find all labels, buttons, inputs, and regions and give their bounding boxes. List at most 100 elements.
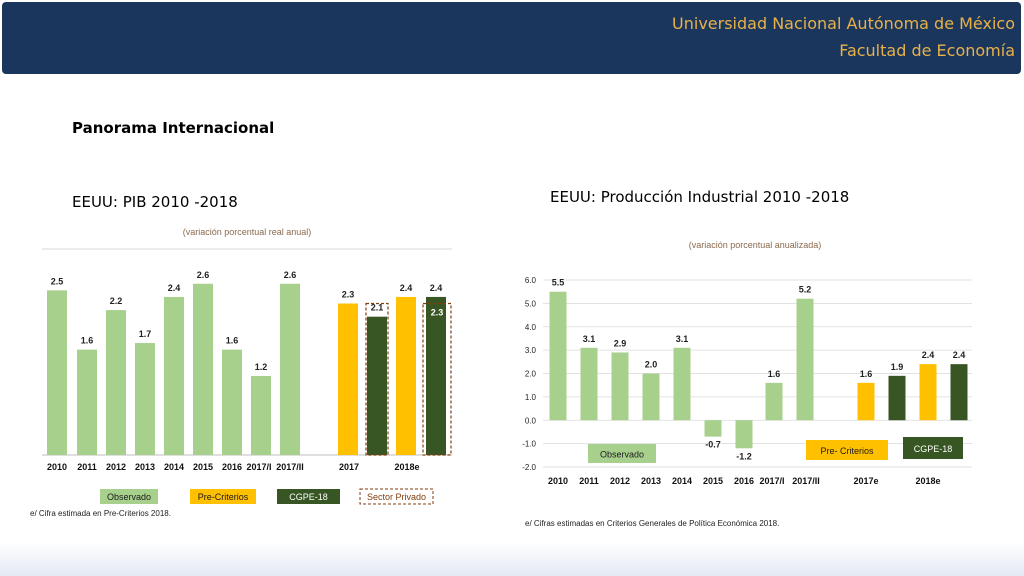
chart2-bar-observado-2015 xyxy=(704,420,722,437)
chart1-legend-observado: Observado xyxy=(107,492,151,502)
chart2-xtick-2017-i: 2017/I xyxy=(759,476,784,486)
chart1-label-2010: 2.5 xyxy=(51,276,64,286)
chart1-legend-swatch-sector-privado xyxy=(359,488,434,505)
chart2-legend-cgpe-18: CGPE-18 xyxy=(914,444,953,454)
chart2-xtick-2010: 2010 xyxy=(548,476,568,486)
chart2-label-cgpe-2017e: 1.9 xyxy=(891,362,904,372)
chart2-legend-swatch-observado xyxy=(588,444,656,463)
chart1-label-2017-ii: 2.6 xyxy=(284,270,297,280)
chart1-bar-observado-2014 xyxy=(164,296,184,455)
faculty-name: Facultad de Economía xyxy=(839,41,1015,60)
chart1-label-2016: 1.6 xyxy=(226,336,239,346)
chart2-bar-observado-2014 xyxy=(673,347,691,421)
chart2-label-pre-criterios-2018e: 2.4 xyxy=(922,350,935,360)
chart2-ytick-2-0: 2.0 xyxy=(525,370,537,379)
chart1-legend-sector-privado: Sector Privado xyxy=(367,492,426,502)
chart1-xtick-2010: 2010 xyxy=(47,462,67,472)
chart2-legend-observado: Observado xyxy=(600,450,644,460)
chart2-label-2010: 5.5 xyxy=(552,278,565,288)
chart1-xtick-2015: 2015 xyxy=(193,462,213,472)
chart2-label-2017-i: 1.6 xyxy=(768,369,781,379)
chart1-bar-pre-criterios-2018e xyxy=(396,296,416,455)
chart1-legend-swatch-pre-criterios xyxy=(190,489,256,504)
chart1-xtick-2017-ii: 2017/II xyxy=(276,462,304,472)
chart2-ytick-5-0: 5.0 xyxy=(525,299,537,308)
chart2-ytick-1-0: -1.0 xyxy=(522,440,536,449)
chart-title-pib: EEUU: PIB 2010 -2018 xyxy=(72,193,238,211)
chart1-bar-sector-privado-2017-outline xyxy=(365,302,389,456)
chart2-ytick-4-0: 4.0 xyxy=(525,323,537,332)
chart2-label-cgpe-2018e: 2.4 xyxy=(953,350,966,360)
chart1-bar-observado-2011 xyxy=(77,349,97,455)
chart2-bar-cgpe-2017e xyxy=(888,375,906,421)
chart1-label-2011: 1.6 xyxy=(81,336,94,346)
bottom-gradient xyxy=(0,542,1024,576)
chart1-label-2014: 2.4 xyxy=(168,283,181,293)
chart1-bar-observado-2016 xyxy=(222,349,242,455)
chart1-legend-swatch-observado xyxy=(100,489,158,504)
chart1-label-2012: 2.2 xyxy=(110,296,123,306)
chart1-xtick-2013: 2013 xyxy=(135,462,155,472)
chart1-legend-cgpe-18: CGPE-18 xyxy=(289,492,328,502)
chart1-bar-pre-criterios-2017 xyxy=(338,303,358,455)
chart1-xtick-2014: 2014 xyxy=(164,462,184,472)
chart2-xtick-2017-ii: 2017/II xyxy=(792,476,820,486)
chart1-xtick-2011: 2011 xyxy=(77,462,97,472)
chart1-legend-swatch-cgpe-18 xyxy=(277,489,340,504)
chart2-legend-swatch-cgpe-18 xyxy=(903,437,963,459)
chart2-label-2015: -0.7 xyxy=(705,440,721,450)
chart1-label-cgpe-2017: 2.1 xyxy=(371,303,384,313)
chart2-bar-pre-criterios-2018e xyxy=(919,364,937,421)
chart2-ytick-6-0: 6.0 xyxy=(525,276,537,285)
chart2-bar-observado-2017-ii xyxy=(796,298,814,421)
chart2-ytick-1-0: 1.0 xyxy=(525,393,537,402)
chart2-legend-swatch-pre-criterios xyxy=(806,440,888,460)
header-banner: Universidad Nacional Autónoma de México … xyxy=(2,2,1021,74)
chart1-label-pre-criterios-2018e: 2.4 xyxy=(400,283,413,293)
chart2-xtick-2013: 2013 xyxy=(641,476,661,486)
chart1-footnote: e/ Cifra estimada en Pre-Criterios 2018. xyxy=(30,509,171,518)
chart1-xtick-2016: 2016 xyxy=(222,462,242,472)
chart1-bar-observado-2012 xyxy=(106,310,126,455)
chart2-ytick-3-0: 3.0 xyxy=(525,346,537,355)
chart2-bar-observado-2017-i xyxy=(765,382,783,421)
chart2-ytick-0-0: 0.0 xyxy=(525,416,537,425)
chart1-label-2013: 1.7 xyxy=(139,329,152,339)
chart1-bar-observado-2013 xyxy=(135,343,155,455)
chart2-label-2013: 2.0 xyxy=(645,360,658,370)
chart1-subtitle: (variación porcentual real anual) xyxy=(183,227,312,237)
chart1-bar-cgpe-2018e xyxy=(426,296,446,455)
chart2-xtick-2011: 2011 xyxy=(579,476,599,486)
chart1-label-cgpe-2018e: 2.4 xyxy=(430,283,443,293)
chart2-bar-pre-criterios-2017e xyxy=(857,382,875,421)
chart1-bar-observado-2017-ii xyxy=(280,283,300,455)
chart2-bar-observado-2016 xyxy=(735,420,753,449)
chart1-label-2017-i: 1.2 xyxy=(255,362,268,372)
section-title: Panorama Internacional xyxy=(72,119,275,137)
chart2-xtick-2015: 2015 xyxy=(703,476,723,486)
chart2-bar-observado-2012 xyxy=(611,352,629,421)
chart2-label-2014: 3.1 xyxy=(676,334,689,344)
chart2-label-2012: 2.9 xyxy=(614,338,627,348)
chart1-label-2015: 2.6 xyxy=(197,270,210,280)
chart1-bar-observado-2015 xyxy=(193,283,213,455)
chart2-bar-observado-2010 xyxy=(549,291,567,421)
chart2-legend-pre-criterios: Pre- Criterios xyxy=(820,446,874,456)
chart2-xtick-2014: 2014 xyxy=(672,476,692,486)
chart2-xtick-2012: 2012 xyxy=(610,476,630,486)
chart1-label-sector-privado-2018e: 2.3 xyxy=(431,308,444,318)
chart2-label-2011: 3.1 xyxy=(583,334,596,344)
chart2-subtitle: (variación porcentual anualizada) xyxy=(689,240,822,250)
chart2-label-pre-criterios-2017e: 1.6 xyxy=(860,369,873,379)
chart2-bar-cgpe-2018e xyxy=(950,364,968,421)
chart2-xtick-2017e: 2017e xyxy=(853,476,878,486)
chart2-bar-observado-2013 xyxy=(642,373,660,421)
chart1-label-pre-criterios-2017: 2.3 xyxy=(342,290,355,300)
chart2-ytick-2-0: -2.0 xyxy=(522,463,536,472)
chart2-label-2017-ii: 5.2 xyxy=(799,285,812,295)
university-name: Universidad Nacional Autónoma de México xyxy=(672,14,1015,33)
chart1-xtick-2017: 2017 xyxy=(339,462,359,472)
chart2-footnote: e/ Cifras estimadas en Criterios General… xyxy=(525,519,779,528)
